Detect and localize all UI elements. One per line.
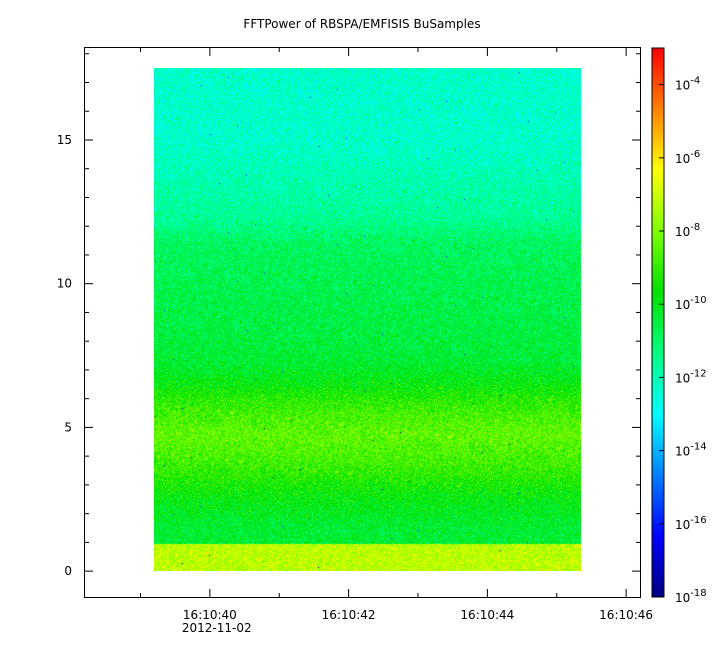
colorbar-tick-label: 10-8 bbox=[675, 222, 700, 239]
x-tick-label: 16:10:40 bbox=[183, 608, 237, 622]
x-tick-label: 16:10:42 bbox=[322, 608, 376, 622]
y-axis: 0 5 10 15 bbox=[57, 53, 640, 578]
spectrogram-image bbox=[154, 68, 581, 571]
colorbar-tick-label: 10-10 bbox=[675, 295, 707, 312]
colorbar-tick-label: 10-18 bbox=[675, 588, 707, 605]
x-tick-label: 16:10:46 bbox=[599, 608, 653, 622]
colorbar-tick-label: 10-6 bbox=[675, 149, 700, 166]
spectrogram-image-holder bbox=[154, 68, 581, 571]
y-tick-label: 10 bbox=[57, 277, 72, 291]
x-date-label: 2012-11-02 bbox=[182, 621, 252, 635]
colorbar-tick-label: 10-4 bbox=[675, 76, 700, 93]
x-axis: 16:10:40 16:10:42 16:10:44 16:10:46 bbox=[140, 48, 653, 622]
colorbar: 10-18 10-16 10-14 10-12 10-10 10-8 10-6 10-4 bbox=[651, 47, 707, 605]
y-tick-label: 0 bbox=[64, 564, 72, 578]
chart-title: FFTPower of RBSPA/EMFISIS BuSamples bbox=[243, 17, 481, 31]
colorbar-tick-label: 10-16 bbox=[675, 515, 707, 532]
x-tick-label: 16:10:44 bbox=[460, 608, 514, 622]
colorbar-tick-label: 10-14 bbox=[675, 442, 707, 459]
y-tick-label: 15 bbox=[57, 133, 72, 147]
colorbar-tick-label: 10-12 bbox=[675, 368, 707, 385]
y-tick-label: 5 bbox=[64, 420, 72, 434]
colorbar-gradient bbox=[651, 47, 665, 598]
